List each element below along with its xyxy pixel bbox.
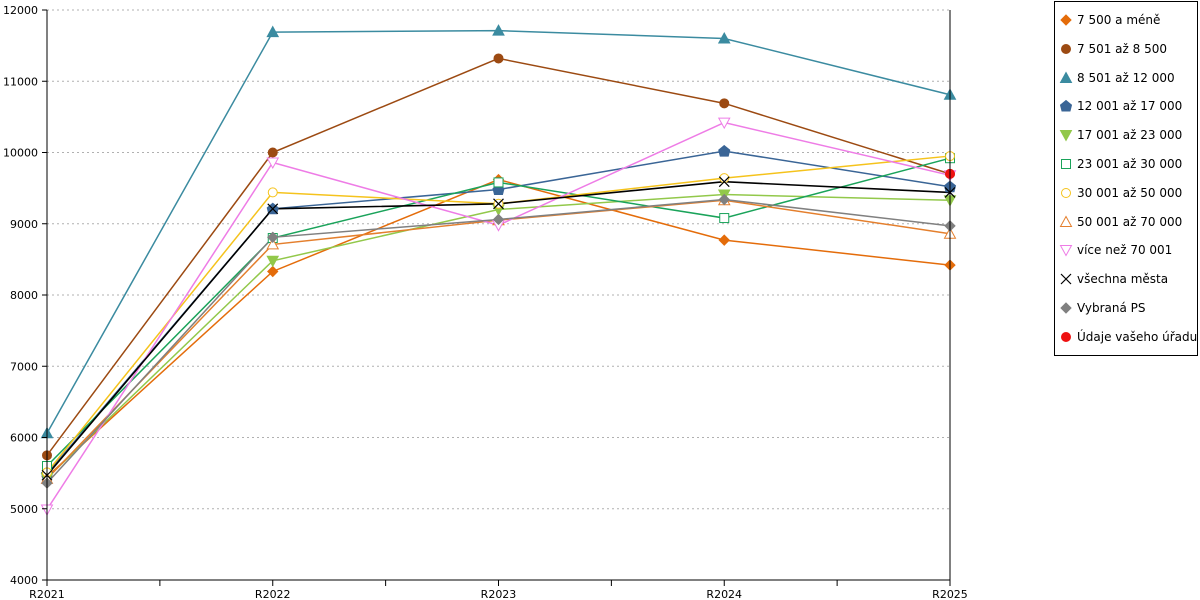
legend-symbol (1059, 245, 1073, 257)
data-point-1-4 (718, 234, 730, 246)
data-point-11-2 (267, 231, 279, 243)
data-point-10-3 (493, 198, 504, 210)
legend-marker (1059, 100, 1073, 112)
legend-item: 12 001 až 17 000 (1059, 97, 1182, 115)
legend-marker (1061, 187, 1071, 198)
legend-symbol (1061, 187, 1071, 198)
legend-marker (1059, 71, 1073, 83)
data-point-2-3 (493, 53, 504, 64)
legend-label: 8 501 až 12 000 (1077, 70, 1175, 85)
data-point-7-2 (267, 187, 278, 198)
x-tick-label: R2023 (481, 588, 517, 600)
legend-symbol (1059, 215, 1073, 227)
gridlines (47, 9, 950, 510)
legend-item: Vybraná PS (1059, 299, 1146, 317)
data-point-5-2 (266, 255, 280, 268)
data-point-9-2 (266, 157, 280, 170)
legend-item: všechna města (1059, 270, 1168, 288)
x-tick-label: R2021 (29, 588, 65, 600)
legend-item: 23 001 až 30 000 (1059, 155, 1182, 173)
legend-item: 8 501 až 12 000 (1059, 69, 1175, 87)
legend-symbol (1059, 71, 1073, 83)
data-point-10-2 (267, 203, 279, 215)
y-tick-label: 5000 (10, 503, 38, 516)
legend-marker (1061, 43, 1071, 54)
legend-item: 7 500 a méně (1059, 11, 1160, 29)
legend: 7 500 a méně 7 501 až 8 500 8 501 až 12 00… (1054, 1, 1198, 356)
legend-item: 30 001 až 50 000 (1059, 184, 1182, 202)
legend-item: Údaje vašeho úřadu (1059, 328, 1197, 346)
series-line-2 (46, 57, 951, 456)
x-tick-label: R2025 (932, 588, 968, 600)
data-point-10-4 (718, 176, 730, 188)
legend-label: 50 001 až 70 000 (1077, 214, 1183, 229)
legend-label: 12 001 až 17 000 (1077, 99, 1183, 114)
legend-marker (1061, 159, 1071, 169)
legend-label: 7 500 a méně (1077, 13, 1161, 27)
legend-symbol (1060, 302, 1072, 314)
y-tick-label: 7000 (10, 360, 38, 373)
data-point-3-4 (717, 31, 731, 44)
x-tick-label: R2024 (706, 588, 742, 600)
y-tick-label: 12000 (3, 4, 38, 17)
legend-label: více než 70 001 (1077, 243, 1173, 258)
legend-symbol (1061, 159, 1071, 169)
legend-label: 30 001 až 50 000 (1077, 185, 1183, 200)
legend-label: Vybraná PS (1077, 301, 1146, 315)
y-tick-label: 11000 (3, 75, 38, 88)
series-line-11 (46, 198, 951, 484)
legend-symbol (1059, 130, 1073, 142)
legend-symbol (1060, 273, 1072, 285)
y-tick-label: 9000 (10, 218, 38, 231)
data-point-2-4 (719, 98, 730, 109)
y-tick-label: 4000 (10, 574, 38, 587)
legend-marker (1059, 215, 1073, 227)
data-point-8-2 (266, 237, 280, 250)
legend-symbol (1061, 43, 1071, 54)
legend-item: 7 501 až 8 500 (1059, 40, 1167, 58)
series-line-3 (46, 29, 951, 434)
legend-symbol (1060, 14, 1072, 26)
legend-marker (1059, 130, 1073, 142)
data-point-4-4 (718, 144, 731, 157)
legend-symbol (1059, 100, 1073, 112)
data-point-6-4 (719, 213, 730, 224)
data-point-11-4 (718, 193, 730, 206)
legend-label: všechna města (1077, 272, 1169, 287)
legend-marker (1060, 273, 1072, 285)
legend-symbol (1061, 331, 1071, 342)
data-point-11-3 (492, 213, 505, 226)
data-point-1-2 (267, 265, 279, 278)
data-point-6-3 (493, 177, 504, 188)
axes (42, 9, 951, 586)
data-point-2-2 (267, 147, 278, 158)
legend-label: Údaje vašeho úřadu (1077, 329, 1198, 344)
y-tick-label: 6000 (10, 432, 38, 445)
data-point-7-4 (719, 173, 730, 184)
legend-label: 17 001 až 23 000 (1077, 128, 1183, 143)
legend-label: 23 001 až 30 000 (1077, 157, 1183, 171)
line-chart: 4000 5000 6000 7000 8000 9000 10000 11000 12000 R… (3, 4, 968, 600)
legend-marker (1059, 245, 1073, 257)
tick-labels: 4000 5000 6000 7000 8000 9000 10000 11000 12000 R… (3, 4, 968, 600)
x-tick-label: R2022 (255, 588, 291, 600)
legend-item: více než 70 001 (1059, 241, 1172, 259)
legend-marker (1061, 331, 1071, 342)
legend-label: 7 501 až 8 500 (1077, 41, 1167, 56)
data-point-3-2 (266, 25, 280, 38)
data-point-3-3 (492, 24, 505, 36)
series-markers (40, 24, 957, 517)
y-tick-label: 10000 (3, 147, 38, 160)
legend-item: 17 001 až 23 000 (1059, 126, 1182, 144)
legend-marker (1060, 302, 1072, 314)
y-tick-label: 8000 (10, 289, 38, 302)
legend-marker (1060, 14, 1072, 26)
data-point-9-4 (717, 117, 731, 130)
legend-item: 50 001 až 70 000 (1059, 213, 1182, 231)
